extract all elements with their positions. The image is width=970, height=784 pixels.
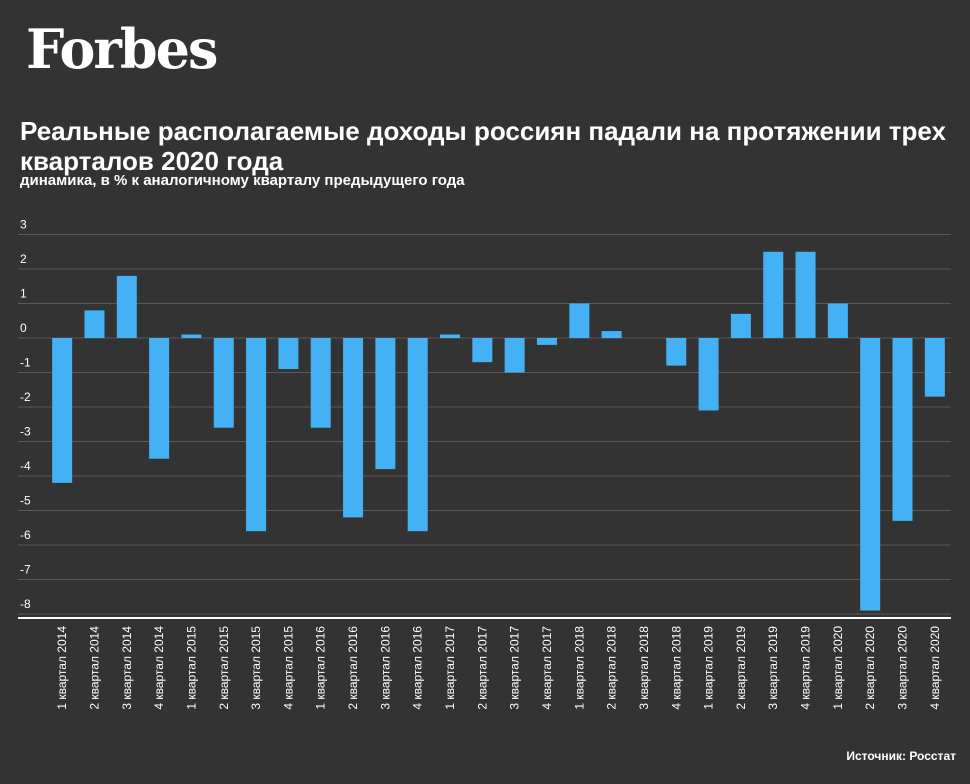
y-tick-label: -7 <box>20 563 31 577</box>
bar <box>278 338 299 370</box>
bar <box>892 338 913 521</box>
bar <box>375 338 396 470</box>
x-tick-label: 1 квартал 2019 <box>702 626 716 710</box>
bar <box>536 338 557 345</box>
x-tick-label: 3 квартал 2017 <box>508 626 522 710</box>
x-tick-label: 2 квартал 2017 <box>475 626 489 710</box>
bar <box>116 275 137 338</box>
x-tick-label: 1 квартал 2014 <box>55 626 69 710</box>
bar <box>601 331 622 338</box>
y-tick-label: -5 <box>20 494 31 508</box>
x-tick-label: 2 квартал 2020 <box>863 626 877 710</box>
x-tick-label: 3 квартал 2018 <box>637 626 651 710</box>
bar <box>698 338 719 411</box>
x-tick-label: 4 квартал 2016 <box>411 626 425 710</box>
bar <box>569 303 590 338</box>
y-tick-label: 2 <box>20 252 27 266</box>
x-tick-label: 3 квартал 2015 <box>249 626 263 710</box>
bar <box>407 338 428 532</box>
bar <box>310 338 331 428</box>
bar <box>924 338 945 397</box>
bar <box>84 310 105 338</box>
bar <box>666 338 687 366</box>
bar <box>52 338 73 483</box>
bar <box>827 303 848 338</box>
y-tick-label: -6 <box>20 528 31 542</box>
x-tick-label: 3 квартал 2019 <box>766 626 780 710</box>
x-axis-ticks: 1 квартал 2014 2 квартал 2014 3 квартал 20… <box>55 626 942 710</box>
x-tick-label: 3 квартал 2016 <box>378 626 392 710</box>
bar <box>343 338 364 518</box>
bar <box>213 338 234 428</box>
y-tick-label: -4 <box>20 459 31 473</box>
bar <box>504 338 525 373</box>
y-tick-label: -3 <box>20 425 31 439</box>
y-tick-label: 1 <box>20 287 27 301</box>
bar <box>730 313 751 338</box>
x-tick-label: 2 квартал 2014 <box>87 626 101 710</box>
x-tick-label: 2 квартал 2018 <box>605 626 619 710</box>
bar <box>440 334 461 338</box>
y-tick-label: -2 <box>20 390 31 404</box>
x-tick-label: 1 квартал 2018 <box>572 626 586 710</box>
bars <box>52 251 945 611</box>
forbes-logo: Forbes <box>26 17 218 81</box>
gridlines <box>18 234 951 615</box>
bar <box>472 338 493 363</box>
bar <box>795 251 816 338</box>
x-tick-label: 2 квартал 2015 <box>217 626 231 710</box>
chart-title: Реальные располагаемые доходы россиян па… <box>20 116 946 176</box>
x-tick-label: 4 квартал 2015 <box>281 626 295 710</box>
source-note: Источник: Росстат <box>846 749 956 763</box>
bar <box>149 338 170 459</box>
y-tick-label: 3 <box>20 218 27 232</box>
bar <box>860 338 881 611</box>
bar <box>246 338 267 532</box>
x-tick-label: 4 квартал 2019 <box>799 626 813 710</box>
bar <box>763 251 784 338</box>
y-axis-ticks: 3 2 1 0 -1 -2 -3 -4 -5 -6 -7 -8 <box>20 218 31 612</box>
x-tick-label: 2 квартал 2016 <box>346 626 360 710</box>
x-tick-label: 4 квартал 2020 <box>928 626 942 710</box>
x-tick-label: 1 квартал 2017 <box>443 626 457 710</box>
x-tick-label: 4 квартал 2014 <box>152 626 166 710</box>
y-tick-label: -8 <box>20 597 31 611</box>
x-tick-label: 3 квартал 2020 <box>896 626 910 710</box>
x-tick-label: 4 квартал 2017 <box>540 626 554 710</box>
x-tick-label: 1 квартал 2016 <box>314 626 328 710</box>
bar <box>181 334 202 338</box>
x-tick-label: 3 квартал 2014 <box>120 626 134 710</box>
x-tick-label: 4 квартал 2018 <box>669 626 683 710</box>
x-tick-label: 2 квартал 2019 <box>734 626 748 710</box>
x-tick-label: 1 квартал 2015 <box>184 626 198 710</box>
y-tick-label: -1 <box>20 356 31 370</box>
y-tick-label: 0 <box>20 321 27 335</box>
x-tick-label: 1 квартал 2020 <box>831 626 845 710</box>
chart-subtitle: динамика, в % к аналогичному кварталу пр… <box>20 172 465 189</box>
